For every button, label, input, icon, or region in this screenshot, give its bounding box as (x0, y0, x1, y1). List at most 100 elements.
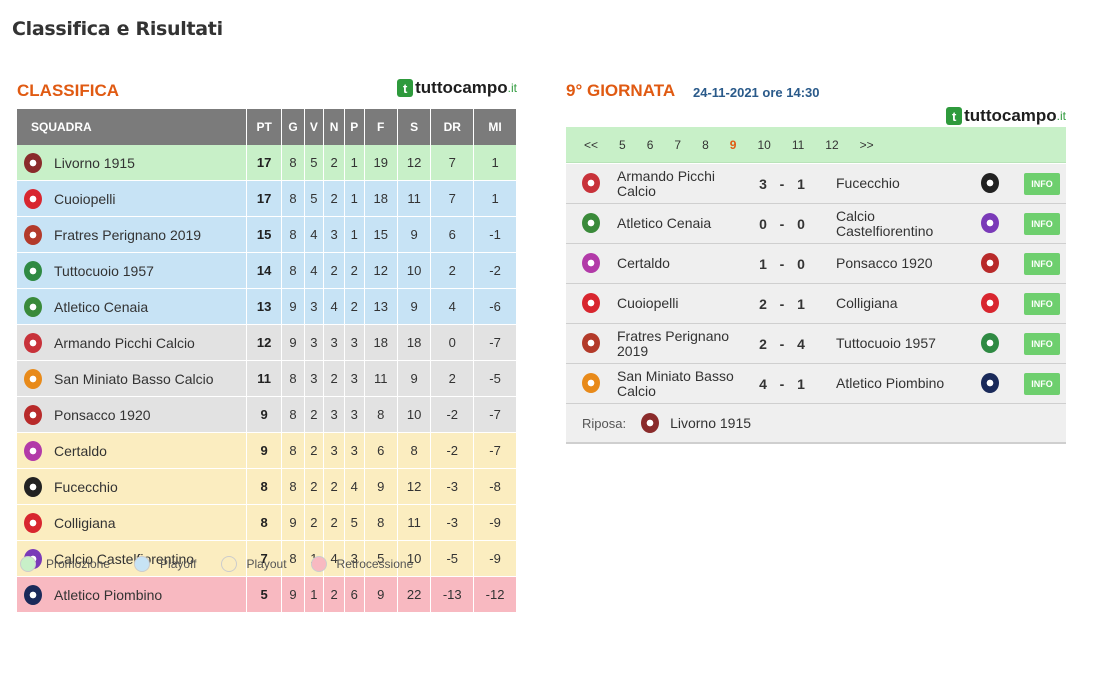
team-cell[interactable]: Colligiana (17, 505, 247, 541)
stat-cell: 8 (282, 541, 305, 577)
team-name[interactable]: Cuoiopelli (54, 190, 116, 207)
stat-cell: 2 (304, 469, 325, 505)
team-cell[interactable]: San Miniato Basso Calcio (17, 361, 247, 397)
team-name[interactable]: Certaldo (54, 442, 107, 459)
table-row[interactable]: Livorno 1915 17 8 5 2 1 19 12 7 1 (17, 145, 517, 181)
stat-cell: 2 (304, 397, 325, 433)
stat-cell: 7 (431, 145, 475, 181)
team-name[interactable]: San Miniato Basso Calcio (54, 370, 214, 387)
table-row[interactable]: Fucecchio 8 8 2 2 4 9 12 -3 -8 (17, 469, 517, 505)
table-row[interactable]: Ponsacco 1920 9 8 2 3 3 8 10 -2 -7 (17, 397, 517, 433)
team-cell[interactable]: Calcio Castelfiorentino (17, 541, 247, 577)
round-nav-item[interactable]: 11 (791, 137, 805, 152)
info-button[interactable]: INFO (1024, 333, 1060, 355)
team-name[interactable]: Ponsacco 1920 (54, 406, 151, 423)
team-name[interactable]: Calcio Castelfiorentino (54, 550, 195, 567)
info-button[interactable]: INFO (1024, 253, 1060, 275)
home-team[interactable]: Fratres Perignano 2019 (617, 327, 730, 359)
team-cell[interactable]: Fratres Perignano 2019 (17, 217, 247, 253)
table-row[interactable]: Armando Picchi Calcio 12 9 3 3 3 18 18 0 -7 (17, 325, 517, 361)
round-nav-item[interactable]: 6 (646, 137, 654, 152)
match-row[interactable]: Certaldo 1-0 Ponsacco 1920 INFO (566, 244, 1066, 284)
table-row[interactable]: Atletico Piombino 5 9 1 2 6 9 22 -13 -12 (17, 577, 517, 613)
home-crest-icon (581, 372, 601, 394)
team-crest-icon (23, 404, 43, 426)
home-crest-icon (581, 212, 601, 234)
team-cell[interactable]: Ponsacco 1920 (17, 397, 247, 433)
round-nav-item[interactable]: 12 (825, 137, 839, 152)
match-row[interactable]: Fratres Perignano 2019 2-4 Tuttocuoio 1957… (566, 324, 1066, 364)
home-team[interactable]: San Miniato Basso Calcio (617, 367, 734, 399)
legend-item: Playoff (134, 556, 197, 572)
team-cell[interactable]: Atletico Cenaia (17, 289, 247, 325)
rest-team-crest-icon (640, 412, 660, 434)
away-score: 1 (797, 175, 805, 192)
team-cell[interactable]: Armando Picchi Calcio (17, 325, 247, 361)
tuttocampo-logo-round[interactable]: t tuttocampo .it (946, 106, 1066, 126)
match-row[interactable]: Cuoiopelli 2-1 Colligiana INFO (566, 284, 1066, 324)
team-name[interactable]: Atletico Piombino (54, 586, 163, 603)
match-row[interactable]: San Miniato Basso Calcio 4-1 Atletico Piom… (566, 364, 1066, 404)
table-row[interactable]: Fratres Perignano 2019 15 8 4 3 1 15 9 6 -1 (17, 217, 517, 253)
stat-cell: 13 (364, 289, 398, 325)
stat-cell: 3 (304, 325, 325, 361)
home-team[interactable]: Certaldo (617, 255, 670, 271)
team-name[interactable]: Fratres Perignano 2019 (54, 226, 202, 243)
round-nav-item[interactable]: 9 (729, 137, 737, 152)
match-row[interactable]: Armando Picchi Calcio 3-1 Fucecchio INFO (566, 164, 1066, 204)
round-nav-item[interactable]: 5 (619, 137, 626, 152)
away-team[interactable]: Calcio Castelfiorentino (836, 207, 934, 239)
away-team[interactable]: Atletico Piombino (836, 375, 945, 391)
col-header: V (304, 109, 325, 145)
table-row[interactable]: Certaldo 9 8 2 3 3 6 8 -2 -7 (17, 433, 517, 469)
stat-cell: 1 (474, 181, 517, 217)
away-team[interactable]: Colligiana (836, 295, 898, 311)
home-team[interactable]: Cuoiopelli (617, 295, 679, 311)
match-row[interactable]: Atletico Cenaia 0-0 Calcio Castelfiorentin… (566, 204, 1066, 244)
team-cell[interactable]: Tuttocuoio 1957 (17, 253, 247, 289)
away-team[interactable]: Fucecchio (836, 175, 900, 191)
team-cell[interactable]: Atletico Piombino (17, 577, 247, 613)
table-row[interactable]: Tuttocuoio 1957 14 8 4 2 2 12 10 2 -2 (17, 253, 517, 289)
away-team[interactable]: Ponsacco 1920 (836, 255, 933, 271)
home-team[interactable]: Armando Picchi Calcio (617, 167, 716, 199)
info-button[interactable]: INFO (1024, 173, 1060, 195)
team-name[interactable]: Tuttocuoio 1957 (54, 262, 154, 279)
round-nav-item[interactable]: 8 (702, 137, 709, 152)
team-name[interactable]: Colligiana (54, 514, 116, 531)
stat-cell: 18 (397, 325, 432, 361)
stat-cell: 17 (247, 145, 283, 181)
info-button[interactable]: INFO (1024, 373, 1060, 395)
info-button[interactable]: INFO (1024, 213, 1060, 235)
team-cell[interactable]: Certaldo (17, 433, 247, 469)
home-crest-icon (581, 292, 601, 314)
stat-cell: 9 (397, 217, 432, 253)
away-team[interactable]: Tuttocuoio 1957 (836, 335, 936, 351)
round-nav-item[interactable]: >> (859, 137, 874, 152)
table-row[interactable]: Calcio Castelfiorentino78143510-5-9 (17, 541, 517, 577)
team-name[interactable]: Fucecchio (54, 478, 118, 495)
stat-cell: 17 (247, 181, 283, 217)
round-nav-item[interactable]: 10 (757, 137, 771, 152)
round-nav-item[interactable]: 7 (674, 137, 682, 152)
rest-team[interactable]: Livorno 1915 (670, 415, 752, 431)
team-name[interactable]: Armando Picchi Calcio (54, 334, 195, 351)
table-row[interactable]: Colligiana 8 9 2 2 5 8 11 -3 -9 (17, 505, 517, 541)
team-name[interactable]: Atletico Cenaia (54, 298, 149, 315)
legend-dot-icon (220, 556, 237, 572)
team-crest-icon (23, 296, 43, 318)
team-cell[interactable]: Livorno 1915 (17, 145, 247, 181)
team-cell[interactable]: Cuoiopelli (17, 181, 247, 217)
team-name[interactable]: Livorno 1915 (54, 154, 135, 171)
info-button[interactable]: INFO (1024, 293, 1060, 315)
tuttocampo-logo[interactable]: t tuttocampo .it (397, 78, 517, 98)
table-row[interactable]: Atletico Cenaia 13 9 3 4 2 13 9 4 -6 (17, 289, 517, 325)
home-team[interactable]: Atletico Cenaia (617, 215, 712, 231)
round-nav-item[interactable]: << (584, 137, 599, 152)
table-row[interactable]: San Miniato Basso Calcio 11 8 3 2 3 11 9 2 -5 (17, 361, 517, 397)
stat-cell: 0 (431, 325, 475, 361)
team-cell[interactable]: Fucecchio (17, 469, 247, 505)
table-row[interactable]: Cuoiopelli 17 8 5 2 1 18 11 7 1 (17, 181, 517, 217)
col-header: DR (431, 109, 475, 145)
score-separator: - (779, 255, 785, 272)
